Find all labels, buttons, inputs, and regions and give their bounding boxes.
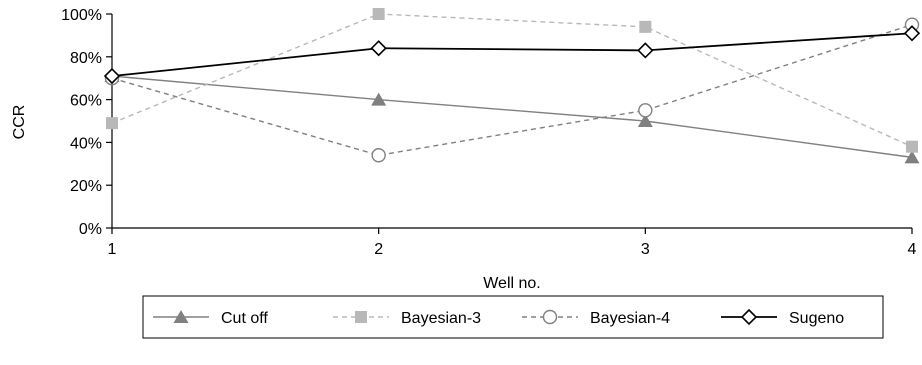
y-tick-label: 60% <box>70 93 102 110</box>
data-point-bayesian-3 <box>639 20 652 33</box>
y-tick-label: 100% <box>61 7 102 24</box>
legend-marker-sugeno <box>740 308 758 326</box>
y-tick-label: 0% <box>79 221 102 238</box>
y-tick-label: 40% <box>70 135 102 152</box>
data-point-bayesian-4 <box>371 148 386 163</box>
series-line-bayesian-3 <box>111 13 913 148</box>
series-line-cut-off <box>111 75 913 159</box>
data-point-cut-off <box>904 150 920 164</box>
legend-label-bayesian-4: Bayesian-4 <box>590 310 670 327</box>
legend-label-sugeno: Sugeno <box>789 310 844 327</box>
legend: Cut off Bayesian-3 Bayesian-4 Sugeno <box>142 295 884 339</box>
data-point-bayesian-4 <box>638 103 653 118</box>
x-tick-label: 2 <box>374 241 383 258</box>
legend-marker-cut-off <box>173 310 189 323</box>
y-tick-label: 20% <box>70 178 102 195</box>
series-line-sugeno <box>111 32 913 77</box>
data-point-bayesian-3 <box>906 140 918 153</box>
data-point-cut-off <box>637 114 653 127</box>
data-point-sugeno <box>370 40 387 57</box>
data-point-cut-off <box>371 92 387 106</box>
legend-label-cut-off: Cut off <box>221 310 268 327</box>
series-line-bayesian-4 <box>111 24 913 156</box>
y-tick-label: 80% <box>70 50 102 67</box>
data-point-sugeno <box>903 25 921 42</box>
legend-label-bayesian-3: Bayesian-3 <box>401 310 481 327</box>
x-tick-label: 3 <box>641 241 650 258</box>
plot-area: 0% 20% 40% 60% 80% 100% 1 2 3 4 <box>61 7 921 258</box>
legend-marker-bayesian-3 <box>355 311 367 323</box>
y-axis-title: CCR <box>11 105 28 140</box>
data-point-sugeno <box>637 42 654 59</box>
x-tick-label: 4 <box>908 241 917 258</box>
data-point-bayesian-3 <box>372 8 385 20</box>
data-point-sugeno <box>103 67 121 85</box>
x-axis-title: Well no. <box>483 275 541 292</box>
data-point-bayesian-3 <box>106 117 118 130</box>
x-tick-label: 1 <box>108 241 117 258</box>
legend-marker-bayesian-4 <box>542 309 558 325</box>
